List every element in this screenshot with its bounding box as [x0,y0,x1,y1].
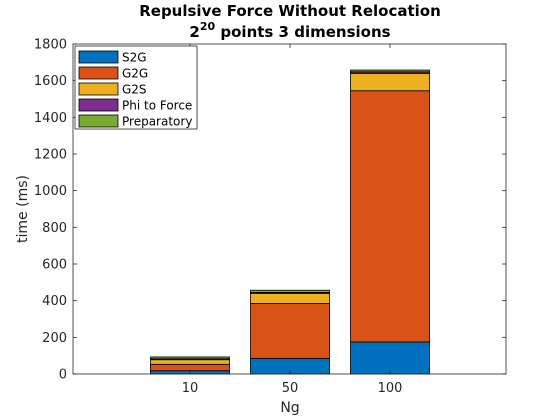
y-tick-label: 200 [42,331,67,346]
chart-title-line1: Repulsive Force Without Relocation [139,2,441,20]
y-tick-label: 0 [59,368,67,383]
chart-title-base: 2 [189,23,199,41]
bars-group [150,69,430,375]
legend-swatch-g2s [78,82,119,96]
chart-title-exponent: 20 [200,20,216,33]
y-tick-label: 1800 [34,38,67,53]
y-tick-label: 1600 [34,74,67,89]
y-tick-label: 1000 [34,184,67,199]
bar-50-preparatory [250,289,330,293]
legend-label-preparatory: Preparatory [122,115,192,129]
bar-10-preparatory [150,356,230,360]
y-axis-label: time (ms) [15,175,31,243]
bar-10-g2s [150,359,230,365]
x-tick-label: 50 [282,381,299,396]
bar-100-s2g [350,341,430,375]
legend: S2G G2G G2S Phi to Force Preparatory [74,45,198,130]
legend-label-phi-to-force: Phi to Force [122,99,192,113]
axes-box [72,43,507,375]
legend-label-g2s: G2S [122,83,147,97]
y-tick-label: 1400 [34,111,67,126]
y-tick-label: 400 [42,294,67,309]
bar-100-preparatory [350,69,430,73]
bar-10-g2g [150,363,230,372]
chart-title-rest: points 3 dimensions [215,23,390,41]
legend-label-s2g: S2G [122,51,147,65]
y-tick-label: 1200 [34,148,67,163]
y-tick-label: 800 [42,221,67,236]
bar-100-g2s [350,72,430,92]
x-ticks-group: 10 50 100 [182,44,403,396]
legend-swatch-preparatory [78,114,119,128]
x-tick-label: 10 [182,381,199,396]
chart-title-line2: 220 points 3 dimensions [189,20,390,41]
legend-swatch-g2g [78,66,119,80]
legend-swatch-phi-to-force [78,98,119,112]
legend-swatch-s2g [78,50,119,64]
bar-50-g2g [250,303,330,359]
legend-label-g2g: G2G [122,67,148,81]
y-ticks-group: 0 200 400 600 800 1000 1200 1400 1600 1800 [34,38,506,383]
bar-50-g2s [250,292,330,304]
y-tick-label: 600 [42,258,67,273]
x-tick-label: 100 [378,381,403,396]
bar-100-g2g [350,90,430,343]
x-axis-label: Ng [280,400,299,416]
